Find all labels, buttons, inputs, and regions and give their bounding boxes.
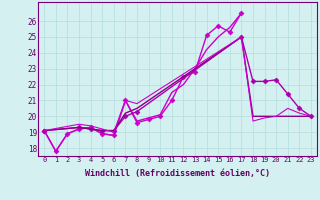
X-axis label: Windchill (Refroidissement éolien,°C): Windchill (Refroidissement éolien,°C) [85, 169, 270, 178]
